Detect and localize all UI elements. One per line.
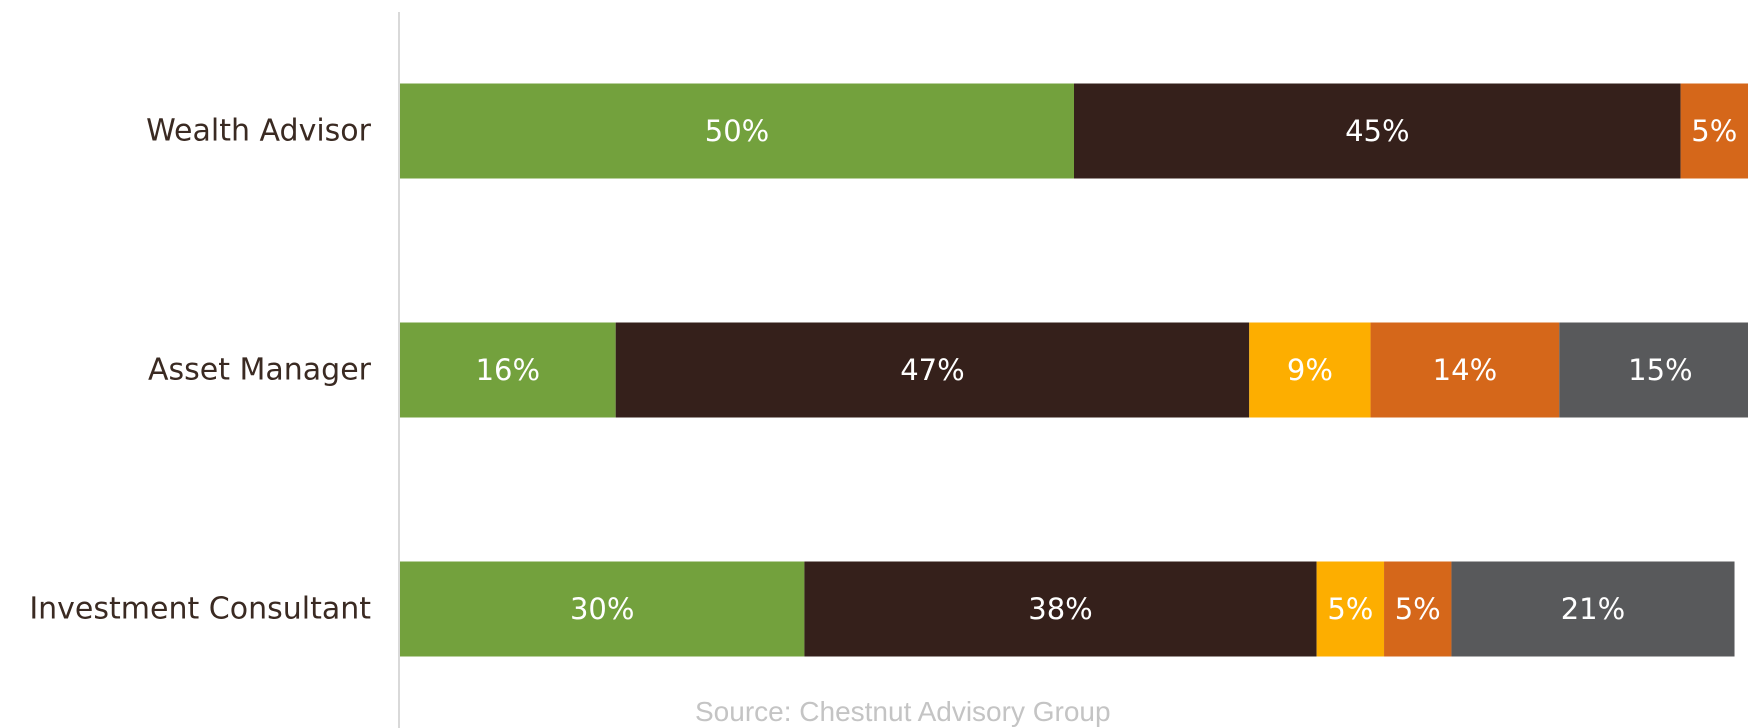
bars-layer	[400, 83, 1748, 657]
category-label-wealth-advisor: Wealth Advisor	[146, 114, 372, 149]
data-label-wealth-advisor-4: 5%	[1691, 114, 1737, 148]
category-labels-layer: Wealth Advisor Asset Manager Investment Co…	[29, 114, 371, 627]
category-label-asset-manager: Asset Manager	[148, 353, 372, 388]
data-label-investment-consultant-5: 21%	[1561, 592, 1625, 626]
data-label-wealth-advisor-1: 50%	[705, 114, 769, 148]
data-label-asset-manager-2: 47%	[900, 353, 964, 387]
bar-segment-investment-consultant-3	[1316, 561, 1385, 657]
bar-segment-wealth-advisor-2	[1074, 83, 1681, 179]
bar-segment-investment-consultant-1	[400, 561, 805, 657]
data-label-asset-manager-5: 15%	[1628, 353, 1692, 387]
data-label-investment-consultant-4: 5%	[1395, 592, 1441, 626]
bar-segment-asset-manager-4	[1370, 322, 1560, 418]
data-label-asset-manager-1: 16%	[476, 353, 540, 387]
source-note: Source: Chestnut Advisory Group	[695, 696, 1111, 727]
bar-segment-asset-manager-1	[400, 322, 616, 418]
bar-segment-asset-manager-3	[1249, 322, 1371, 418]
bar-segment-investment-consultant-4	[1384, 561, 1452, 657]
data-label-asset-manager-3: 9%	[1287, 353, 1333, 387]
data-label-asset-manager-4: 14%	[1433, 353, 1497, 387]
data-label-wealth-advisor-2: 45%	[1345, 114, 1409, 148]
bar-segment-asset-manager-2	[615, 322, 1250, 418]
category-label-investment-consultant: Investment Consultant	[29, 592, 371, 627]
bar-segment-asset-manager-5	[1559, 322, 1748, 418]
data-label-investment-consultant-1: 30%	[570, 592, 634, 626]
bar-segment-wealth-advisor-4	[1680, 83, 1748, 179]
bar-segment-investment-consultant-5	[1451, 561, 1735, 657]
data-label-investment-consultant-3: 5%	[1327, 592, 1373, 626]
bar-segment-wealth-advisor-1	[400, 83, 1074, 179]
data-labels-layer: 50% 45% 5% 16% 47% 9% 14% 15% 30% 38% 5% 5% 21%	[476, 114, 1738, 626]
data-label-investment-consultant-2: 38%	[1028, 592, 1092, 626]
bar-segment-investment-consultant-2	[804, 561, 1317, 657]
